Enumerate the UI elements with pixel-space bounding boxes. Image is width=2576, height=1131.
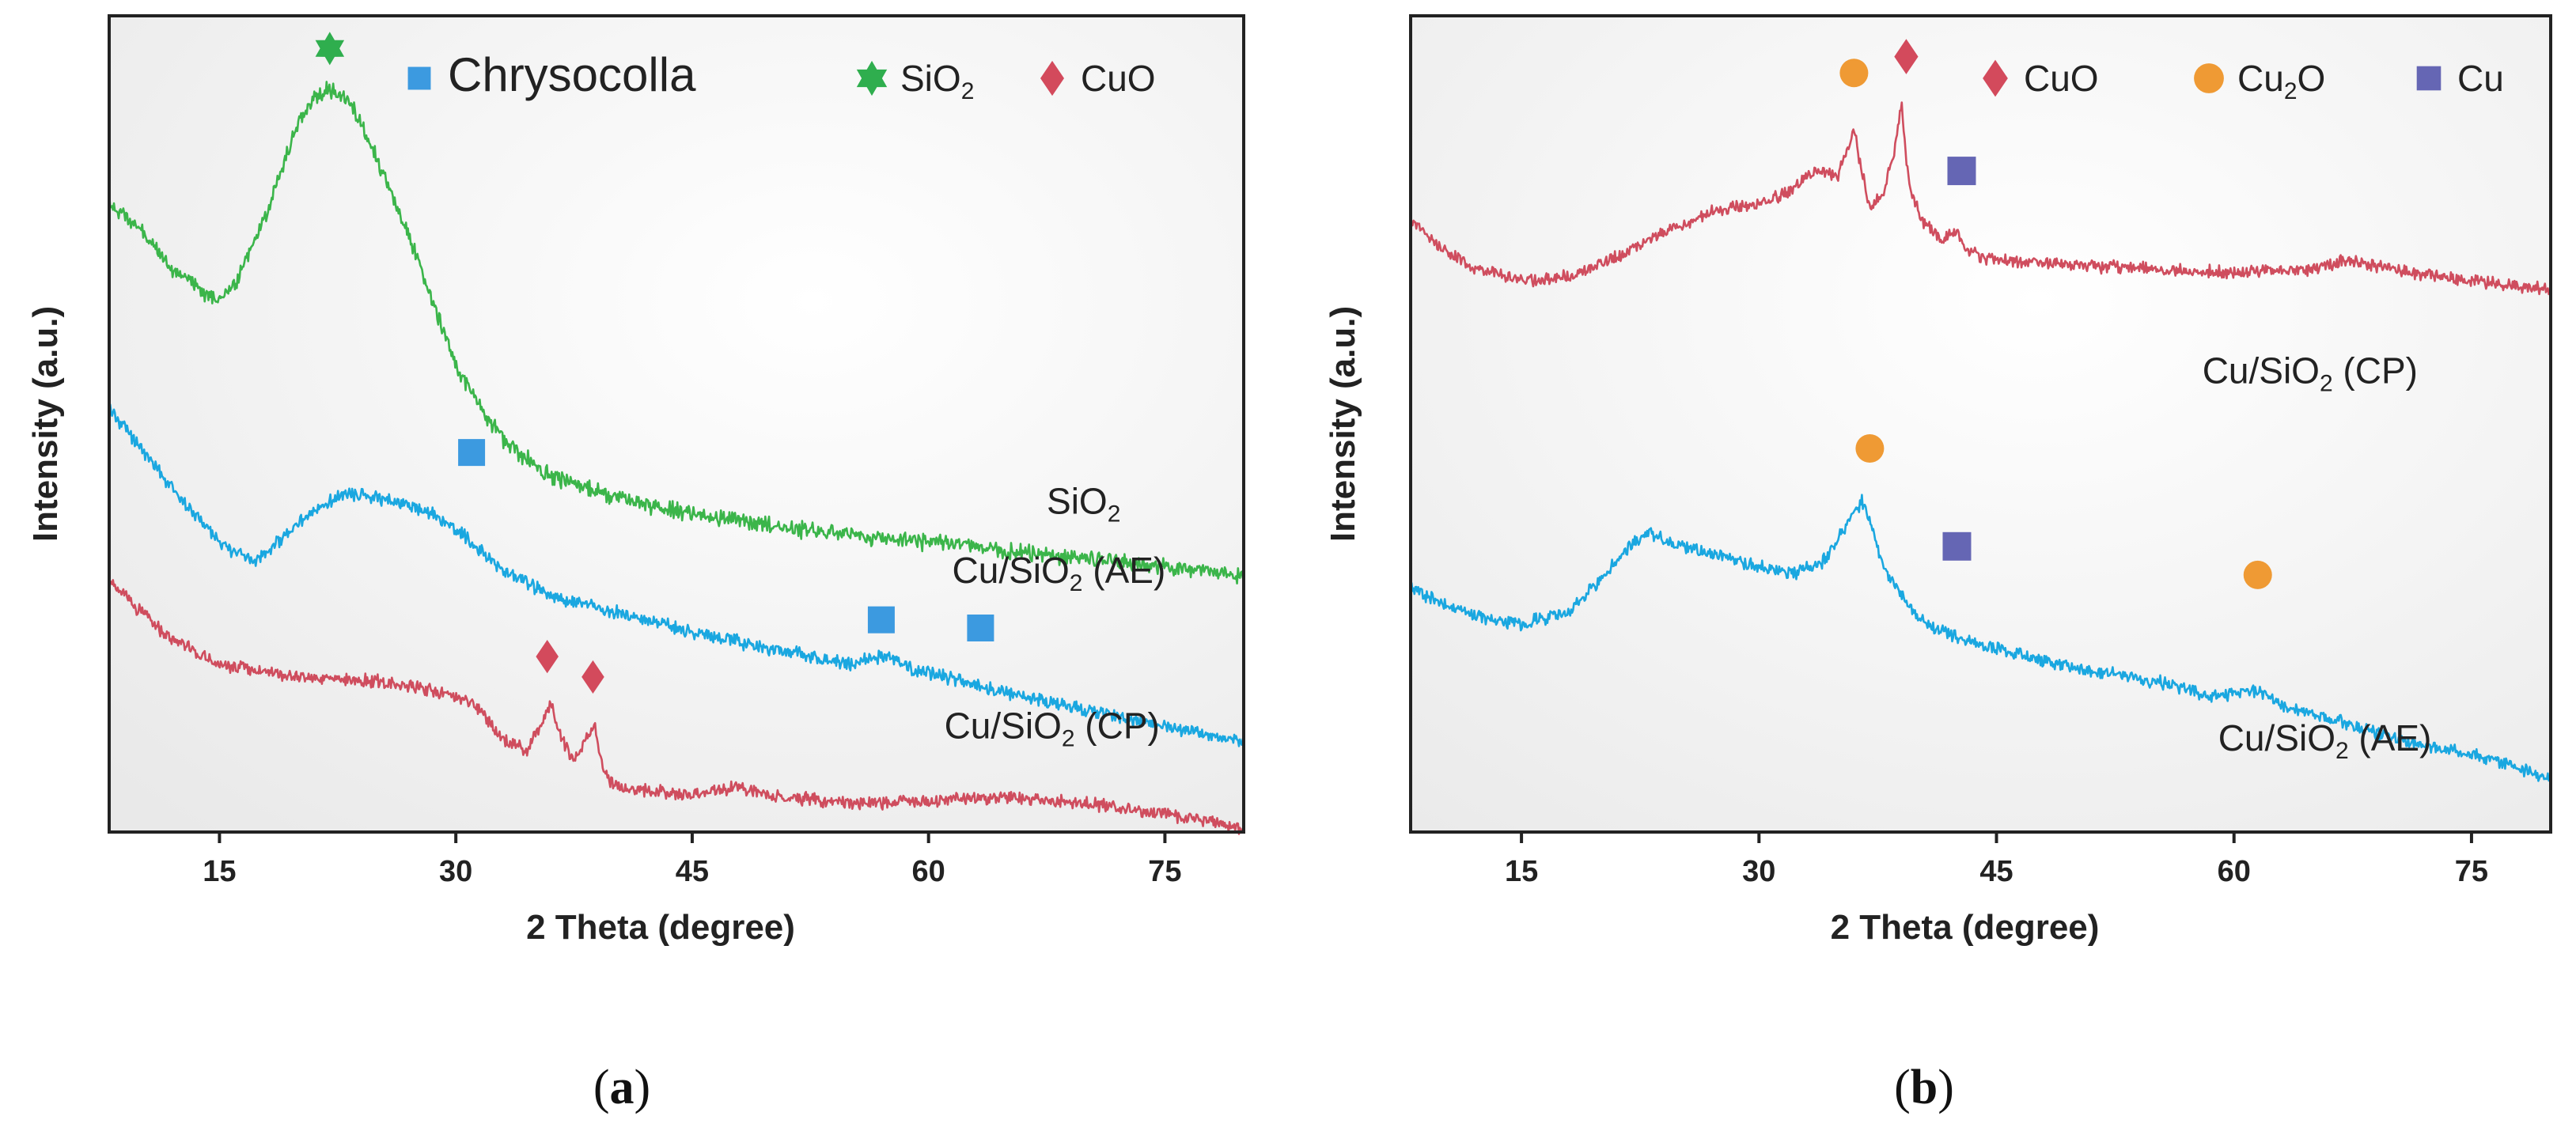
series-label-tail: (AE)	[1082, 550, 1165, 591]
legend-label-base: Cu	[2237, 58, 2284, 99]
legend: CuO Cu2O Cu	[1983, 58, 2504, 104]
legend-marker-square	[2416, 66, 2442, 91]
peak-marker-square	[967, 615, 994, 641]
legend-label: Chrysocolla	[448, 48, 696, 101]
caption-open: (	[593, 1061, 610, 1114]
x-tick-label: 30	[439, 855, 472, 888]
series-label-base: Cu/SiO	[2203, 350, 2320, 391]
plot-background	[109, 16, 1244, 832]
legend-label-text: CuO	[1081, 58, 1156, 99]
y-axis-title: Intensity (a.u.)	[26, 306, 65, 542]
legend-label: Cu2O	[2237, 58, 2325, 104]
peak-marker-circle	[1855, 433, 1885, 463]
series-label-base: Cu/SiO	[953, 550, 1070, 591]
panel-caption: (a)	[593, 1061, 650, 1114]
caption-letter: a	[610, 1061, 635, 1114]
series-label: SiO2	[1047, 481, 1120, 528]
x-tick-label: 60	[912, 855, 945, 888]
peak-marker-square	[867, 606, 895, 634]
xrd-trace-cu-sio2-cp-	[1409, 101, 2552, 296]
xrd-trace-cu-sio2-ae-	[108, 403, 1244, 747]
x-tick-label: 30	[1742, 855, 1775, 888]
peak-marker-square	[1947, 157, 1976, 186]
legend-label: Cu	[2457, 58, 2504, 99]
series-label-tail: (CP)	[1075, 705, 1160, 746]
legend-label-text: CuO	[2024, 58, 2099, 99]
peak-marker-square	[1942, 531, 1972, 561]
legend: Chrysocolla SiO2 CuO	[407, 48, 1156, 104]
legend-label-subscript: 2	[2284, 78, 2298, 104]
series-label-subscript: 2	[1062, 725, 1075, 751]
legend-label-base: SiO	[900, 58, 961, 99]
x-tick-label: 45	[1979, 855, 2013, 888]
caption-letter: b	[1911, 1061, 1938, 1114]
series-label: Cu/SiO2 (AE)	[2218, 717, 2432, 764]
legend-label-tail: O	[2298, 58, 2326, 99]
x-tick-label: 75	[2455, 855, 2488, 888]
legend-label-text: Chrysocolla	[448, 48, 696, 101]
legend-label-subscript: 2	[961, 78, 975, 104]
legend-label: CuO	[2024, 58, 2099, 99]
x-axis-title: 2 Theta (degree)	[1831, 908, 2100, 947]
peak-marker-diamond	[536, 640, 559, 674]
legend-marker-circle	[2194, 63, 2224, 93]
legend-marker-diamond	[1983, 59, 2008, 97]
series-label-subscript: 2	[2335, 738, 2349, 764]
legend-marker-square	[407, 66, 431, 90]
legend-label: CuO	[1081, 58, 1156, 99]
caption-open: (	[1894, 1061, 1911, 1114]
peak-marker-circle	[1839, 59, 1869, 88]
xrd-trace-cu-sio2-cp-	[108, 577, 1244, 835]
xrd-trace-cu-sio2-ae-	[1410, 494, 2552, 782]
caption-close: )	[635, 1061, 651, 1114]
x-axis-title: 2 Theta (degree)	[526, 908, 795, 947]
series-label: Cu/SiO2 (CP)	[945, 705, 1160, 751]
x-tick-label: 60	[2218, 855, 2251, 888]
series-label-subscript: 2	[1108, 501, 1121, 528]
x-tick-label: 15	[1505, 855, 1538, 888]
plot-frame	[108, 14, 1245, 834]
series-label-tail: (CP)	[2333, 350, 2418, 391]
plot-frame	[1409, 14, 2552, 834]
peak-marker-circle	[2243, 560, 2272, 589]
x-tick-label: 45	[676, 855, 709, 888]
caption-close: )	[1938, 1061, 1954, 1114]
legend-label-text: Cu	[2457, 58, 2504, 99]
peak-marker-square	[458, 439, 486, 467]
xrd-trace-sio2	[108, 81, 1245, 584]
y-axis-title: Intensity (a.u.)	[1324, 306, 1362, 542]
legend-marker-diamond	[1040, 60, 1064, 96]
x-tick-label: 15	[203, 855, 236, 888]
series-label-base: SiO	[1047, 481, 1108, 522]
series-label: Cu/SiO2 (AE)	[953, 550, 1166, 596]
plot-background	[1411, 16, 2551, 832]
legend-marker-star	[856, 60, 888, 96]
series-label: Cu/SiO2 (CP)	[2203, 350, 2418, 396]
series-label-base: Cu/SiO	[2218, 717, 2335, 758]
peak-marker-diamond	[1894, 39, 1919, 74]
x-tick-label: 75	[1148, 855, 1181, 888]
series-label-subscript: 2	[2320, 370, 2333, 396]
peak-marker-diamond	[581, 660, 604, 694]
panel-caption: (b)	[1894, 1061, 1954, 1114]
legend-label: SiO2	[900, 58, 974, 104]
series-label-subscript: 2	[1070, 570, 1083, 596]
series-label-tail: (AE)	[2349, 717, 2432, 758]
peak-marker-star	[315, 32, 345, 66]
series-label-base: Cu/SiO	[945, 705, 1062, 746]
